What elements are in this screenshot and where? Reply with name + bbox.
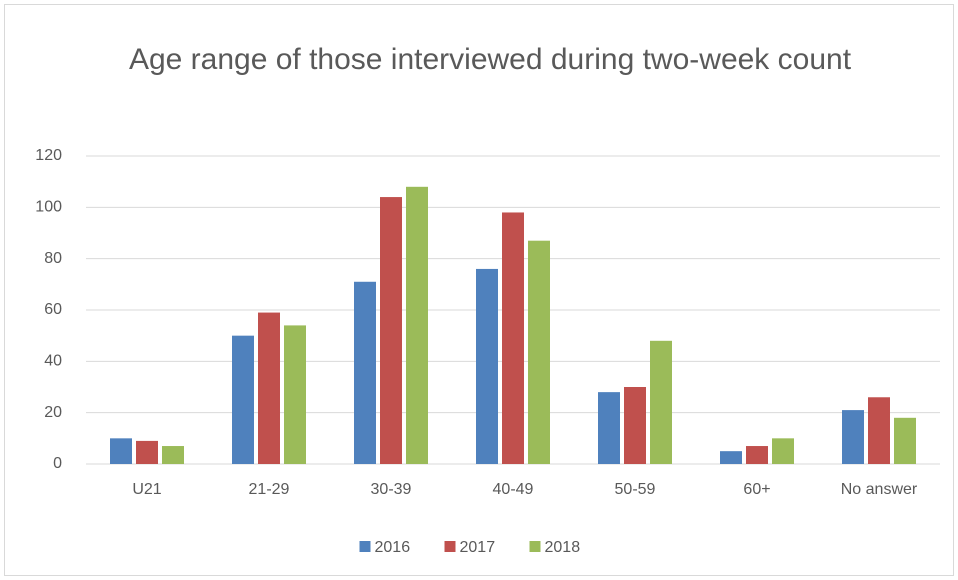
bar [380, 197, 402, 465]
bar [746, 446, 768, 464]
x-tick-label: 40-49 [493, 481, 534, 498]
bar [406, 186, 428, 465]
legend-swatch [529, 541, 541, 552]
x-tick-label: No answer [841, 481, 918, 498]
x-tick-label: U21 [132, 481, 161, 498]
bar [598, 392, 620, 464]
bar [868, 397, 890, 464]
bar [232, 335, 254, 464]
y-tick-label: 100 [35, 199, 62, 216]
legend-swatch [444, 541, 456, 552]
bar [894, 417, 916, 464]
legend-label: 2016 [375, 539, 411, 556]
x-tick-label: 50-59 [615, 481, 656, 498]
x-tick-label: 60+ [743, 481, 770, 498]
legend-label: 2018 [545, 539, 581, 556]
bar [284, 325, 306, 464]
legend-label: 2017 [460, 539, 496, 556]
x-tick-label: 21-29 [249, 481, 290, 498]
bar [258, 312, 280, 464]
bar [650, 340, 672, 464]
bar [354, 281, 376, 464]
bar [476, 268, 498, 464]
bar [502, 212, 524, 464]
y-tick-label: 0 [53, 455, 62, 472]
x-tick-label: 30-39 [371, 481, 412, 498]
bar [110, 438, 132, 464]
legend-swatch [359, 541, 371, 552]
y-tick-label: 40 [44, 353, 62, 370]
bar [842, 410, 864, 464]
y-tick-label: 80 [44, 250, 62, 267]
bar [624, 387, 646, 464]
y-tick-label: 60 [44, 301, 62, 318]
bar [720, 451, 742, 464]
y-tick-label: 20 [44, 404, 62, 421]
y-tick-label: 120 [35, 147, 62, 164]
bar [136, 440, 158, 464]
bar [528, 240, 550, 464]
bar [772, 438, 794, 464]
bar [162, 446, 184, 464]
chart-title: Age range of those interviewed during tw… [128, 43, 852, 76]
